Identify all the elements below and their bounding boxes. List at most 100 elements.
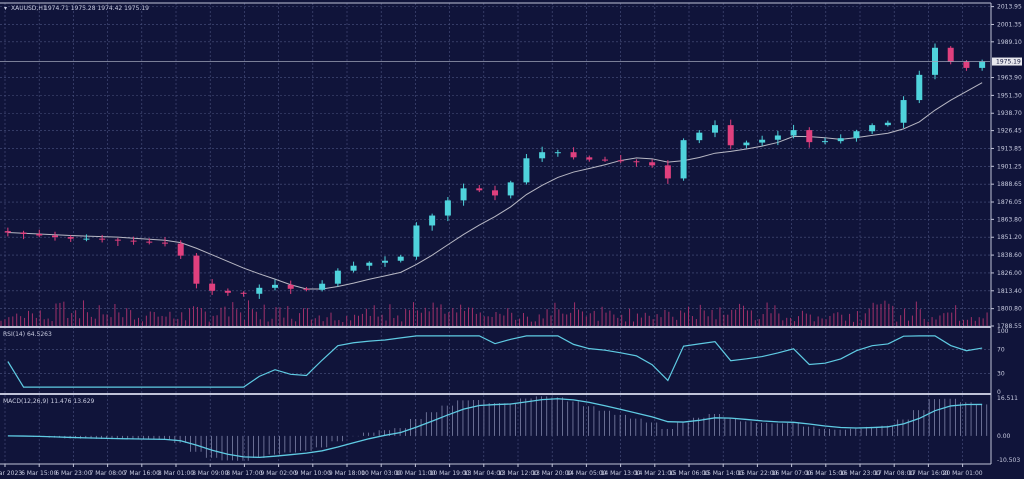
time-tick-label: 6 Mar 23:00 bbox=[55, 470, 91, 477]
candle-body bbox=[209, 283, 216, 291]
candle-body bbox=[429, 215, 436, 226]
candle-body bbox=[397, 256, 404, 261]
candle-body bbox=[759, 139, 766, 143]
price-tick-label: 2001.35 bbox=[997, 21, 1022, 28]
price-tick-label: 1851.20 bbox=[997, 234, 1022, 241]
time-tick-label: 15 Mar 14:00 bbox=[703, 470, 743, 477]
time-tick-label: 17 Mar 08:00 bbox=[874, 470, 914, 477]
time-tick-label: 17 Mar 16:00 bbox=[908, 470, 948, 477]
candle-body bbox=[334, 270, 341, 284]
candle-body bbox=[224, 290, 231, 293]
macd-tick-label: 0.00 bbox=[997, 433, 1011, 440]
time-tick-label: 9 Mar 18:00 bbox=[329, 470, 365, 477]
price-tick-label: 1813.40 bbox=[997, 288, 1022, 295]
price-tick-label: 2013.95 bbox=[997, 4, 1022, 11]
candle-body bbox=[4, 231, 11, 233]
price-axis[interactable]: 2013.95 2001.35 1989.10 1963.90 1951.30 1938.… bbox=[991, 4, 1022, 330]
price-tick-label: 1989.10 bbox=[997, 39, 1022, 46]
candle-body bbox=[67, 237, 74, 239]
candle-body bbox=[900, 100, 907, 123]
macd-label: MACD(12,26,9) 11.476 13.629 bbox=[3, 398, 95, 405]
time-tick-label: 15 Mar 22:00 bbox=[737, 470, 777, 477]
time-tick-label: 16 Mar 07:00 bbox=[772, 470, 812, 477]
candle-body bbox=[83, 238, 90, 240]
candle-body bbox=[146, 241, 153, 243]
candle-body bbox=[507, 182, 514, 196]
candle-body bbox=[554, 152, 561, 154]
time-tick-label: 8 Mar 09:00 bbox=[192, 470, 228, 477]
time-tick-label: 8 Mar 01:00 bbox=[158, 470, 194, 477]
candle-body bbox=[130, 240, 137, 242]
candle-body bbox=[853, 131, 860, 139]
time-tick-label: 10 Mar 03:00 bbox=[361, 470, 401, 477]
candle-body bbox=[303, 288, 310, 290]
time-tick-label: 16 Mar 23:00 bbox=[840, 470, 880, 477]
candle-body bbox=[806, 130, 813, 143]
candle-body bbox=[790, 130, 797, 136]
time-tick-label: 14 Mar 13:00 bbox=[601, 470, 641, 477]
oscillators: 100 70 30 016.511 0.00 -10.503 bbox=[0, 328, 1020, 464]
candle-body bbox=[570, 152, 577, 158]
symbol-label: XAUUSD,H1 bbox=[11, 5, 47, 12]
candle-body bbox=[963, 61, 970, 68]
price-tick-label: 1926.45 bbox=[997, 128, 1022, 135]
candle-body bbox=[837, 138, 844, 142]
candle-body bbox=[727, 125, 734, 146]
macd-tick-label: 16.511 bbox=[997, 395, 1018, 402]
candle-body bbox=[177, 243, 184, 256]
volume-bars bbox=[0, 300, 988, 326]
time-tick-label: 14 Mar 05:00 bbox=[566, 470, 606, 477]
current-price-label: 1975.19 bbox=[996, 59, 1021, 66]
price-tick-label: 1913.85 bbox=[997, 145, 1022, 152]
time-tick-label: 9 Mar 02:00 bbox=[260, 470, 296, 477]
candle-body bbox=[366, 262, 373, 266]
candle-body bbox=[240, 292, 247, 294]
time-tick-label: 6 Mar 2023 bbox=[0, 470, 22, 477]
candle-body bbox=[539, 152, 546, 159]
candle-body bbox=[947, 47, 954, 62]
price-tick-label: 1963.90 bbox=[997, 75, 1022, 82]
time-tick-label: 20 Mar 01:00 bbox=[943, 470, 983, 477]
candle-body bbox=[272, 284, 278, 288]
candle-body bbox=[52, 235, 58, 238]
price-tick-label: 1876.05 bbox=[997, 199, 1022, 206]
macd-signal-line bbox=[7, 398, 983, 458]
candle-body bbox=[602, 159, 608, 161]
candle-body bbox=[633, 161, 640, 163]
candle-body bbox=[460, 188, 467, 201]
candle-body bbox=[492, 190, 498, 196]
time-tick-label: 7 Mar 16:00 bbox=[124, 470, 160, 477]
candle-body bbox=[287, 284, 294, 289]
candle-body bbox=[884, 122, 891, 126]
candle-body bbox=[382, 260, 388, 263]
candle-body bbox=[869, 125, 876, 132]
symbol-triangle-icon[interactable]: ▾ bbox=[4, 5, 7, 12]
candle-body bbox=[444, 200, 451, 216]
candle-body bbox=[20, 232, 27, 234]
candle-body bbox=[696, 132, 703, 141]
candle-body bbox=[36, 233, 43, 236]
time-tick-label: 13 Mar 04:00 bbox=[464, 470, 504, 477]
time-tick-label: 6 Mar 15:00 bbox=[21, 470, 57, 477]
candle-body bbox=[916, 74, 923, 101]
time-tick-label: 8 Mar 17:00 bbox=[226, 470, 262, 477]
time-tick-label: 15 Mar 06:00 bbox=[669, 470, 709, 477]
candle-body bbox=[350, 265, 357, 271]
price-tick-label: 1800.80 bbox=[997, 306, 1022, 313]
candle-body bbox=[979, 61, 986, 68]
time-tick-label: 10 Mar 19:00 bbox=[430, 470, 470, 477]
candle-body bbox=[586, 157, 593, 160]
rsi-tick-label: 30 bbox=[997, 371, 1005, 378]
price-tick-label: 1938.70 bbox=[997, 110, 1022, 117]
rsi-tick-label: 0 bbox=[997, 389, 1001, 396]
time-tick-label: 13 Mar 12:00 bbox=[498, 470, 538, 477]
rsi-line bbox=[7, 335, 983, 388]
candle-body bbox=[664, 165, 671, 179]
time-tick-label: 16 Mar 15:00 bbox=[806, 470, 846, 477]
price-tick-label: 1888.65 bbox=[997, 181, 1022, 188]
price-tick-label: 1951.30 bbox=[997, 92, 1022, 99]
candle-body bbox=[193, 255, 200, 284]
candle-body bbox=[649, 162, 656, 166]
